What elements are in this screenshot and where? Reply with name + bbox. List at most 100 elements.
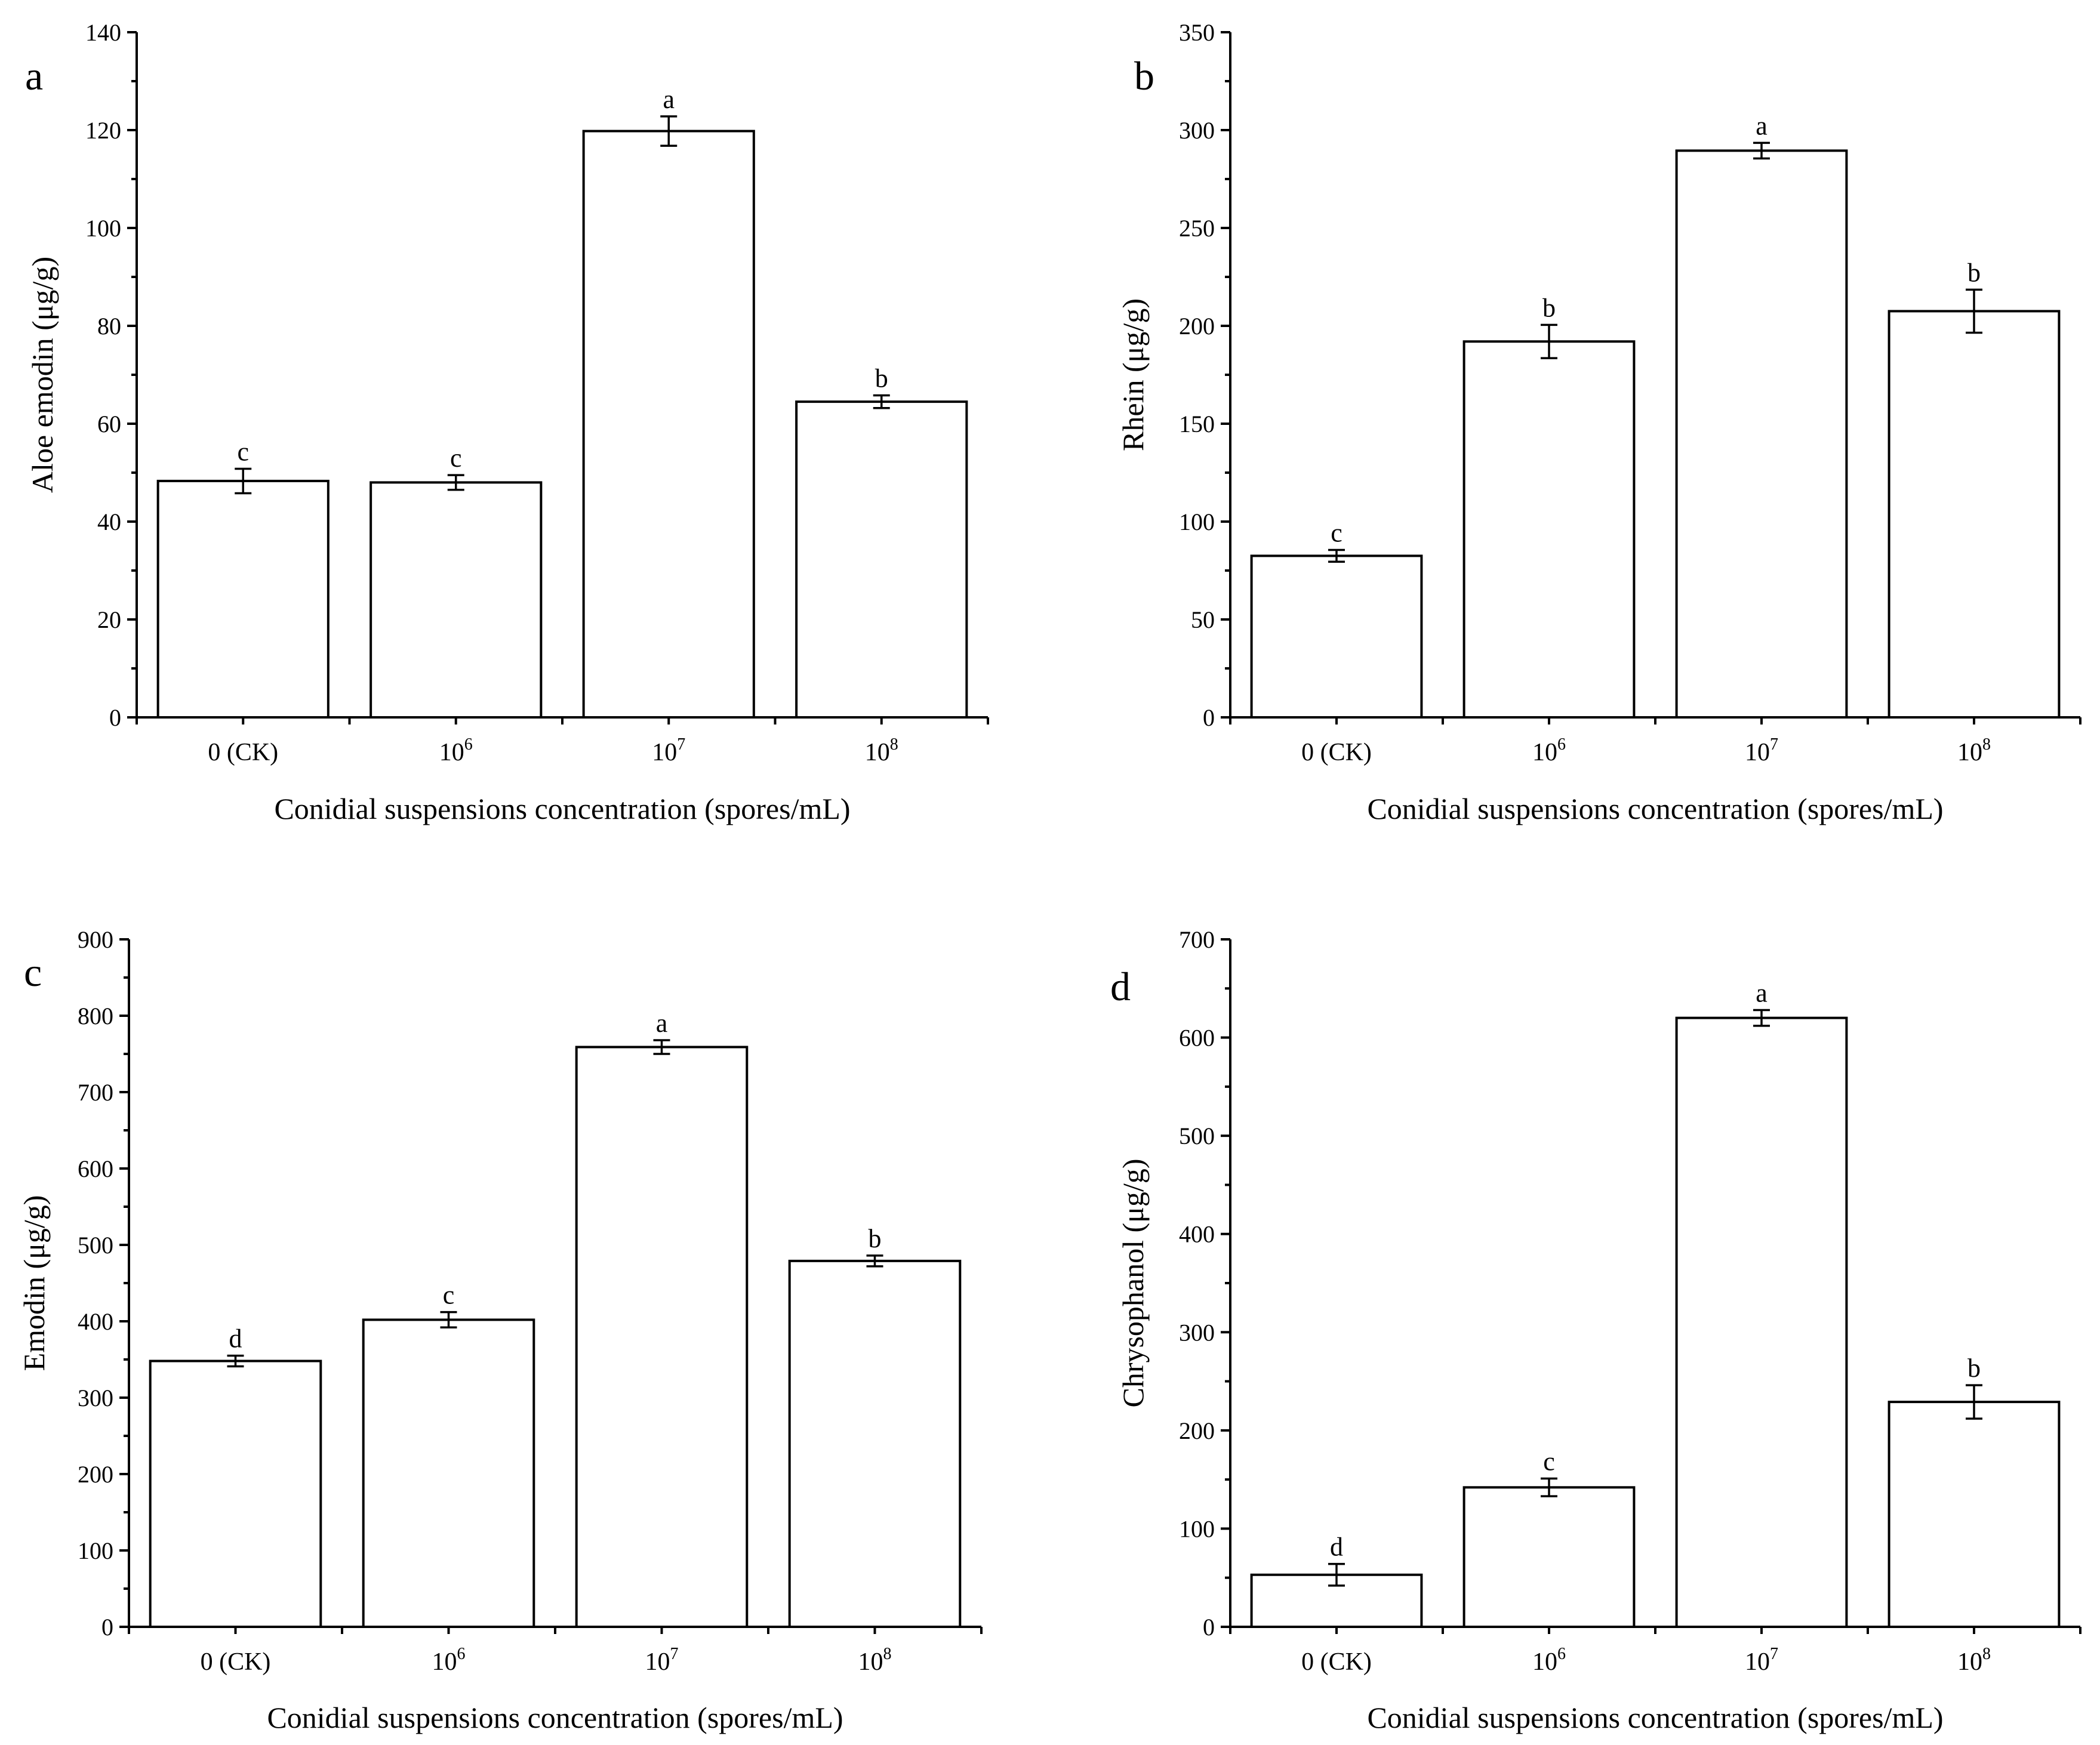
significance-letter: b <box>869 1224 882 1253</box>
y-tick-label: 400 <box>78 1308 113 1335</box>
x-category-label: 0 (CK) <box>1301 739 1372 766</box>
x-category-label: 108 <box>1957 735 1991 766</box>
y-tick-label: 300 <box>78 1385 113 1411</box>
chart-panel-c: c 0 100 200 300 400 500 600 700 800 900 Emodin (μg/… <box>17 926 983 1734</box>
significance-letter: c <box>237 437 249 466</box>
panel-letter: b <box>1134 53 1154 98</box>
significance-letter: b <box>1967 1354 1981 1383</box>
x-category-label: 108 <box>858 1645 892 1676</box>
y-tick-label: 60 <box>97 411 121 437</box>
bar-c-2 <box>575 1046 749 1628</box>
bar-c-1 <box>362 1318 535 1628</box>
y-tick-label: 400 <box>1179 1221 1215 1248</box>
y-tick-label: 150 <box>1179 411 1215 437</box>
y-tick-label: 600 <box>78 1155 113 1182</box>
x-axis-title: Conidial suspensions concentration (spor… <box>1367 1701 1943 1734</box>
x-category-label: 108 <box>865 735 898 766</box>
significance-letter: a <box>1756 111 1768 140</box>
bar-a-0 <box>156 479 330 719</box>
y-tick-label: 100 <box>85 215 121 242</box>
panels-container: a 0 20 40 60 80 100 120 140 Aloe emodin (μg/g) Con… <box>17 19 2081 1734</box>
x-category-label: 107 <box>1745 1645 1778 1676</box>
x-category-label: 107 <box>652 735 685 766</box>
x-category-label: 0 (CK) <box>201 1648 271 1676</box>
y-tick-label: 200 <box>78 1461 113 1488</box>
y-tick-label: 0 <box>101 1614 113 1641</box>
y-tick-label: 0 <box>1203 1614 1215 1641</box>
y-tick-label: 100 <box>1179 1515 1215 1542</box>
panel-letter: d <box>1110 964 1131 1009</box>
bar-d-1 <box>1462 1486 1636 1629</box>
significance-letter: b <box>875 363 888 393</box>
significance-letter: a <box>663 85 675 114</box>
bar-b-0 <box>1250 554 1423 719</box>
y-tick-label: 300 <box>1179 117 1215 144</box>
x-category-label: 0 (CK) <box>1301 1648 1372 1676</box>
chart-panel-b: b 0 50 100 150 200 250 300 350 Rhein (μg/g) Conidi… <box>1116 19 2081 825</box>
y-tick-label: 500 <box>1179 1123 1215 1149</box>
chart-panel-d: d 0 100 200 300 400 500 600 700 Chrysophanol (μg/… <box>1110 926 2081 1734</box>
y-tick-label: 300 <box>1179 1319 1215 1346</box>
y-tick-label: 100 <box>78 1537 113 1564</box>
bar-a-2 <box>582 130 755 719</box>
significance-letter: c <box>1331 519 1342 548</box>
x-category-label: 106 <box>439 735 473 766</box>
y-tick-label: 50 <box>1191 606 1215 633</box>
x-category-label: 108 <box>1957 1645 1991 1676</box>
y-axis-title: Rhein (μg/g) <box>1116 298 1150 451</box>
y-tick-label: 80 <box>97 313 121 340</box>
y-tick-label: 140 <box>85 19 121 46</box>
y-tick-label: 200 <box>1179 313 1215 340</box>
significance-letter: c <box>1543 1447 1555 1476</box>
x-axis-title: Conidial suspensions concentration (spor… <box>274 792 850 825</box>
y-axis-title: Aloe emodin (μg/g) <box>26 257 59 493</box>
y-tick-label: 500 <box>78 1232 113 1259</box>
bar-b-3 <box>1887 310 2061 719</box>
x-category-label: 106 <box>432 1645 466 1676</box>
significance-letter: d <box>229 1324 242 1354</box>
x-category-label: 106 <box>1532 1645 1566 1676</box>
bar-d-3 <box>1887 1401 2061 1628</box>
x-axis-title: Conidial suspensions concentration (spor… <box>1367 792 1943 825</box>
significance-letter: b <box>1967 258 1981 287</box>
y-tick-label: 250 <box>1179 215 1215 242</box>
y-tick-label: 100 <box>1179 508 1215 535</box>
y-tick-label: 0 <box>1203 704 1215 731</box>
y-tick-label: 700 <box>1179 926 1215 953</box>
significance-letter: d <box>1330 1533 1343 1562</box>
significance-letter: a <box>656 1009 668 1038</box>
y-tick-label: 700 <box>78 1079 113 1106</box>
bar-b-2 <box>1675 149 1848 719</box>
x-category-label: 106 <box>1532 735 1566 766</box>
significance-letter: a <box>1756 978 1768 1007</box>
y-tick-label: 350 <box>1179 19 1215 46</box>
y-tick-label: 20 <box>97 606 121 633</box>
y-tick-label: 0 <box>109 704 121 731</box>
bar-d-2 <box>1675 1016 1848 1628</box>
y-tick-label: 800 <box>78 1003 113 1029</box>
bar-d-0 <box>1250 1573 1423 1628</box>
y-axis-title: Emodin (μg/g) <box>17 1195 51 1371</box>
significance-letter: b <box>1542 293 1556 322</box>
bar-a-1 <box>369 481 543 719</box>
y-tick-label: 600 <box>1179 1025 1215 1052</box>
y-tick-label: 900 <box>78 926 113 953</box>
bar-c-3 <box>788 1259 962 1628</box>
y-tick-label: 200 <box>1179 1417 1215 1444</box>
significance-letter: c <box>443 1281 455 1310</box>
x-category-label: 0 (CK) <box>208 739 278 766</box>
x-axis-title: Conidial suspensions concentration (spor… <box>267 1701 843 1734</box>
x-category-label: 107 <box>645 1645 679 1676</box>
significance-letter: c <box>450 443 462 473</box>
bar-a-3 <box>795 400 968 719</box>
chart-panel-a: a 0 20 40 60 80 100 120 140 Aloe emodin (μg/g) Con… <box>25 19 989 825</box>
y-tick-label: 120 <box>85 117 121 144</box>
panel-letter: a <box>25 53 43 98</box>
panel-letter: c <box>24 949 42 995</box>
bar-b-1 <box>1462 340 1636 719</box>
y-axis-title: Chrysophanol (μg/g) <box>1116 1158 1150 1407</box>
bar-c-0 <box>149 1359 322 1629</box>
y-tick-label: 40 <box>97 508 121 535</box>
x-category-label: 107 <box>1745 735 1778 766</box>
